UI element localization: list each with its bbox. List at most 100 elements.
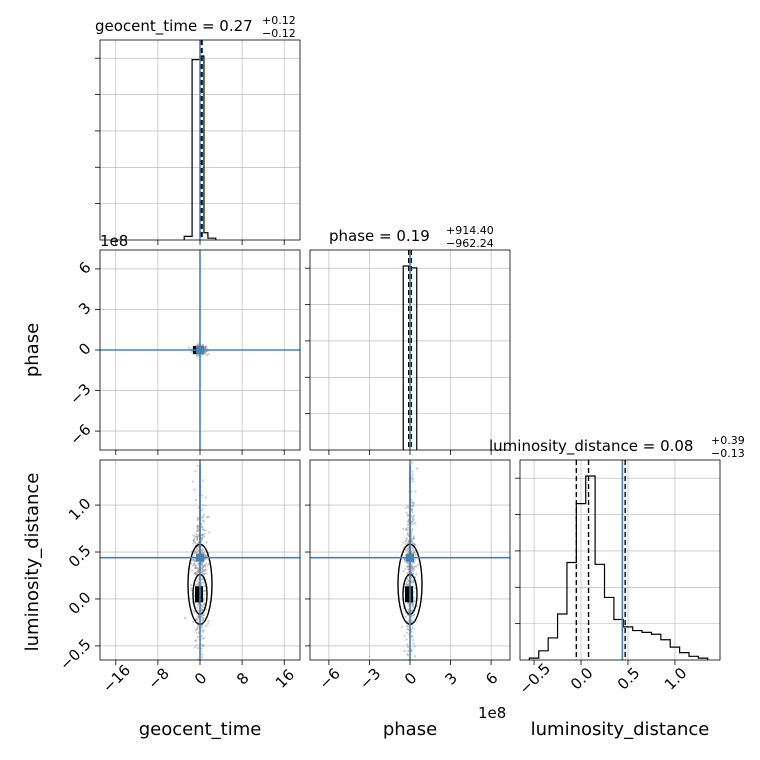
scatter-point — [201, 581, 204, 584]
scatter-point — [195, 639, 198, 642]
scatter-point — [411, 547, 414, 550]
scatter-point — [405, 537, 408, 540]
scatter-point — [203, 589, 207, 592]
title-phase: phase = 0.19 — [329, 227, 430, 245]
scatter-point — [404, 542, 407, 546]
x-axis-label-phase: phase — [383, 719, 437, 740]
scatter-point — [197, 529, 200, 532]
scatter-point — [192, 563, 195, 567]
scatter-point — [202, 606, 205, 609]
scatter-point — [410, 475, 413, 478]
scatter-point — [202, 644, 205, 647]
scatter-point — [410, 490, 413, 493]
scatter-point — [411, 627, 414, 630]
scatter-point — [205, 572, 208, 575]
scatter-point — [200, 525, 204, 528]
scatter-point — [192, 540, 195, 543]
scatter-point — [202, 629, 205, 632]
scatter-point — [410, 581, 413, 584]
scatter-point — [195, 533, 198, 536]
scatter-point — [411, 604, 414, 607]
scatter-point — [203, 532, 206, 536]
scatter-point — [201, 504, 205, 507]
scatter-point — [407, 567, 410, 570]
2d-panel-geocent_time-phase: −6 −3 0 3 6 — [66, 249, 301, 455]
scatter-point — [412, 642, 415, 645]
scatter-point — [204, 671, 206, 673]
scatter-point — [193, 423, 195, 425]
phase-y-multiplier: 1e8 — [100, 232, 128, 250]
scatter-point — [206, 564, 209, 567]
scatter-point — [412, 504, 415, 507]
scatter-point — [412, 535, 415, 538]
scatter-point — [411, 470, 414, 473]
scatter-point — [411, 569, 415, 573]
scatter-point — [404, 506, 408, 510]
scatter-point — [405, 565, 408, 568]
scatter-point — [412, 606, 415, 609]
scatter-point — [405, 638, 408, 641]
scatter-point — [411, 566, 414, 569]
scatter-point — [193, 488, 196, 491]
scatter-point — [203, 636, 206, 640]
scatter-point — [411, 527, 414, 531]
scatter-point — [202, 535, 206, 538]
scatter-point — [197, 624, 200, 627]
scatter-point — [410, 635, 413, 638]
scatter-point — [205, 516, 209, 519]
scatter-point — [406, 643, 409, 646]
hist-luminosity_distance-frame — [519, 459, 721, 661]
scatter-point — [205, 562, 208, 565]
scatter-point — [192, 542, 195, 545]
y-tick-label-luminosity_distance-3: 1.0 — [65, 494, 95, 524]
title-geocent-time-plus: +0.12 — [262, 14, 296, 27]
scatter-point — [196, 646, 200, 650]
density-core — [195, 586, 203, 603]
scatter-point — [207, 619, 210, 622]
truth-marker — [406, 553, 414, 562]
y-tick-label-luminosity_distance-0: −0.5 — [56, 635, 94, 673]
scatter-point — [405, 540, 408, 543]
scatter-point — [204, 496, 207, 499]
scatter-point — [203, 554, 206, 557]
scatter-point — [410, 630, 413, 633]
x-tick-label-geocent_time-3: 8 — [233, 669, 252, 688]
scatter-point — [196, 464, 199, 467]
scatter-point — [203, 572, 206, 575]
scatter-point — [402, 541, 405, 544]
scatter-point — [404, 615, 407, 618]
scatter-point — [200, 616, 203, 619]
scatter-point — [201, 569, 204, 572]
y-tick-label-luminosity_distance-2: 0.5 — [65, 541, 95, 571]
scatter-point — [201, 549, 204, 552]
scatter-point — [409, 666, 411, 668]
scatter-point — [400, 625, 403, 628]
x-tick-label-phase-3: 3 — [442, 669, 461, 688]
scatter-point — [412, 568, 415, 571]
scatter-point — [194, 470, 197, 473]
scatter-point — [194, 566, 198, 570]
scatter-point — [404, 568, 407, 571]
scatter-point — [413, 514, 416, 517]
scatter-point — [196, 580, 199, 583]
scatter-point — [201, 567, 204, 570]
scatter-point — [206, 354, 209, 357]
x-tick-label-geocent_time-4: 16 — [272, 666, 298, 692]
scatter-point — [410, 549, 414, 552]
scatter-point — [412, 537, 415, 540]
scatter-point — [410, 601, 413, 605]
scatter-point — [208, 531, 211, 534]
scatter-point — [410, 609, 414, 613]
scatter-point — [405, 631, 408, 634]
scatter-point — [413, 599, 416, 603]
scatter-point — [202, 613, 205, 616]
scatter-point — [202, 593, 206, 596]
scatter-point — [203, 352, 206, 355]
scatter-point — [402, 569, 405, 573]
scatter-point — [202, 597, 205, 600]
y-tick-label-phase-1: −3 — [66, 380, 94, 408]
scatter-point — [187, 346, 191, 349]
scatter-point — [410, 619, 414, 623]
scatter-point — [410, 501, 414, 504]
scatter-point — [413, 655, 417, 658]
